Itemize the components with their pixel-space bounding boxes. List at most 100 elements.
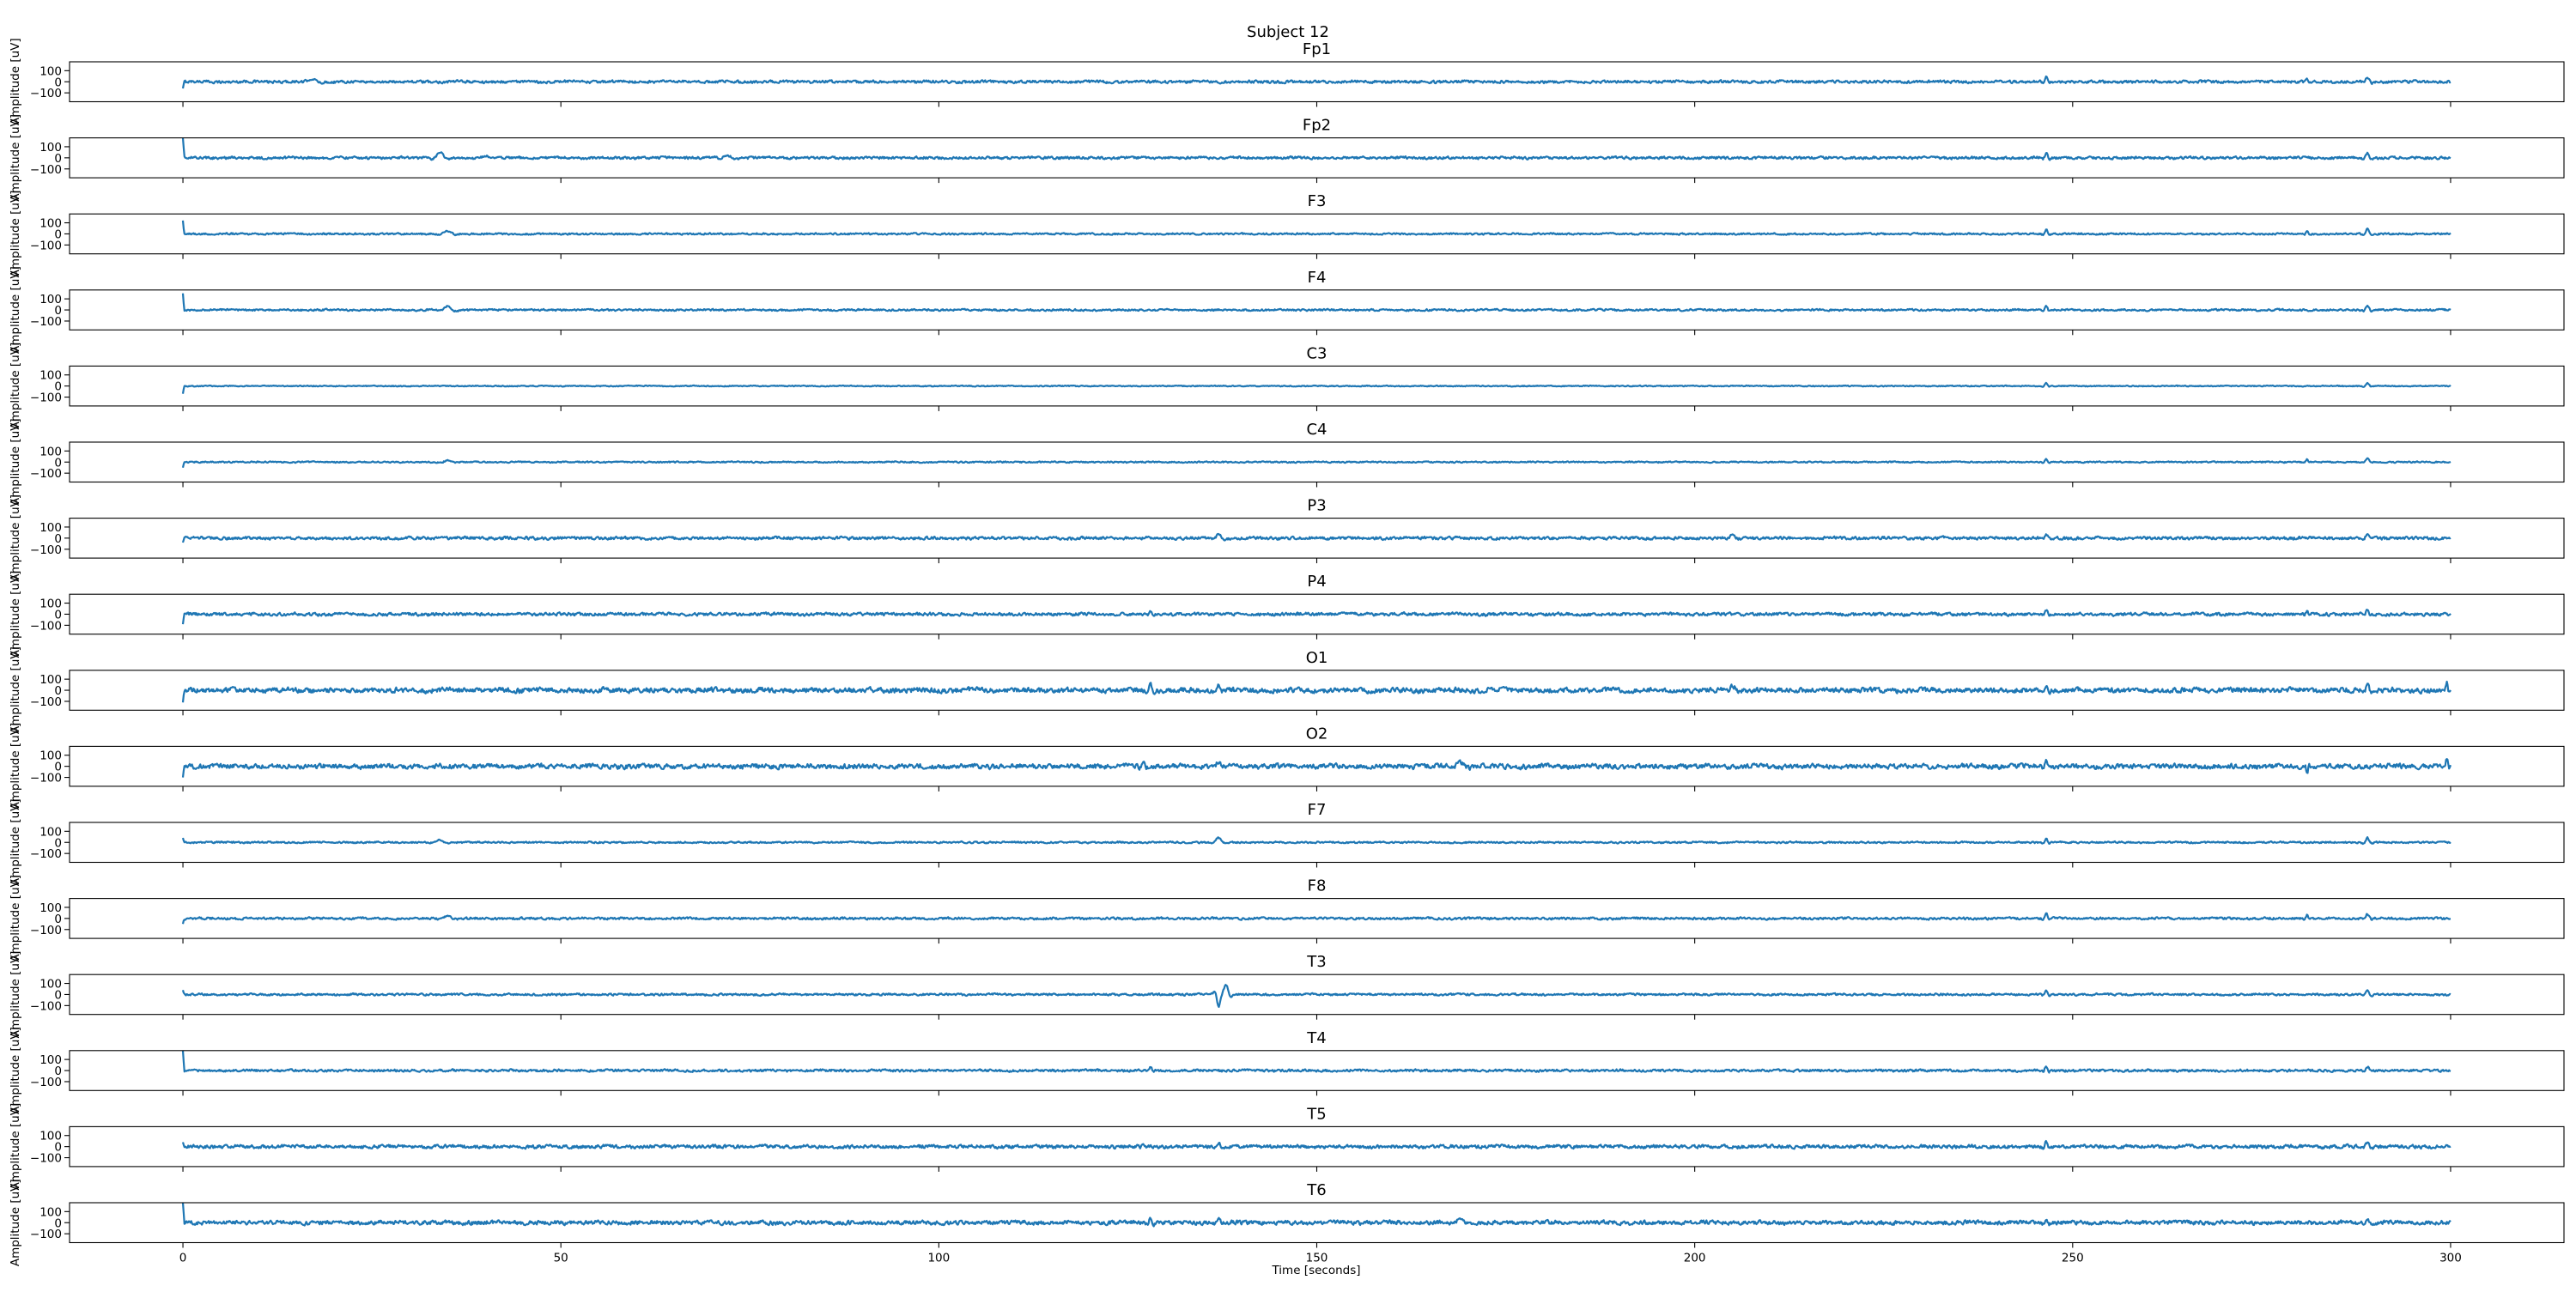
y-tick-label: −100	[30, 315, 62, 329]
y-tick-label: −100	[30, 1152, 62, 1166]
x-tick-label: 250	[2062, 1252, 2084, 1265]
eeg-trace-f8	[181, 912, 2451, 925]
panel-title-c3: C3	[1306, 344, 1327, 362]
x-tick-label: 0	[179, 1252, 187, 1265]
y-tick-label: 100	[39, 1205, 62, 1219]
y-tick-label: −100	[30, 87, 62, 100]
x-tick-label: 50	[554, 1252, 568, 1265]
y-tick-label: 0	[54, 1141, 62, 1155]
y-tick-label: 100	[39, 445, 62, 458]
y-tick-label: 0	[54, 152, 62, 166]
panel-frame-f3	[69, 213, 2565, 255]
x-tick-label: 150	[1306, 1252, 1328, 1265]
y-tick-label: −100	[30, 772, 62, 786]
panel-frame-c4	[69, 441, 2565, 483]
y-axis-label-p4: Amplitude [uV]	[9, 571, 22, 658]
panel-frame-o2	[69, 745, 2565, 787]
panel-title-p3: P3	[1307, 497, 1326, 515]
y-axis-label-f7: Amplitude [uV]	[9, 798, 22, 886]
panel-frame-p3	[69, 518, 2565, 559]
eeg-trace-f3	[181, 220, 2451, 237]
y-tick-label: 100	[39, 369, 62, 383]
y-tick-label: −100	[30, 999, 62, 1013]
y-tick-label: −100	[30, 619, 62, 633]
y-axis-label-t6: Amplitude [uV]	[9, 1179, 22, 1266]
y-tick-label: −100	[30, 543, 62, 557]
panel-title-t4: T4	[1306, 1029, 1326, 1047]
y-tick-label: 100	[39, 64, 62, 78]
eeg-trace-c3	[181, 381, 2451, 394]
y-tick-label: 100	[39, 1053, 62, 1067]
eeg-trace-p4	[181, 609, 2451, 625]
panel-frame-p4	[69, 593, 2565, 635]
eeg-trace-fp1	[181, 75, 2451, 89]
panel-frame-o1	[69, 670, 2565, 711]
x-axis-label: Time [seconds]	[1271, 1264, 1360, 1277]
y-axis-label-c4: Amplitude [uV]	[9, 418, 22, 506]
y-tick-label: 0	[54, 836, 62, 850]
y-tick-label: 0	[54, 76, 62, 89]
y-tick-label: 0	[54, 380, 62, 394]
panel-frame-f8	[69, 898, 2565, 939]
y-tick-label: −100	[30, 391, 62, 405]
panel-frame-t5	[69, 1125, 2565, 1168]
x-tick-label: 200	[1684, 1252, 1706, 1265]
eeg-trace-t4	[181, 1050, 2451, 1074]
panel-frame-fp1	[69, 61, 2565, 103]
y-tick-label: 100	[39, 1130, 62, 1143]
y-tick-label: 100	[39, 901, 62, 915]
eeg-trace-c4	[181, 457, 2451, 468]
y-tick-label: 100	[39, 749, 62, 763]
y-axis-label-f8: Amplitude [uV]	[9, 875, 22, 962]
y-tick-label: −100	[30, 467, 62, 481]
panel-title-f7: F7	[1308, 801, 1327, 819]
eeg-trace-t5	[181, 1139, 2451, 1150]
y-tick-label: −100	[30, 924, 62, 937]
panel-title-f4: F4	[1308, 269, 1327, 287]
eeg-trace-t6	[181, 1202, 2451, 1228]
panel-title-t6: T6	[1306, 1181, 1326, 1199]
panel-title-o1: O1	[1306, 649, 1328, 667]
y-axis-label-t3: Amplitude [uV]	[9, 951, 22, 1039]
eeg-trace-fp2	[181, 137, 2451, 161]
y-axis-label-c3: Amplitude [uV]	[9, 343, 22, 430]
y-tick-label: −100	[30, 1228, 62, 1241]
y-axis-label-t5: Amplitude [uV]	[9, 1103, 22, 1191]
y-tick-label: 0	[54, 1065, 62, 1078]
eeg-trace-o1	[181, 680, 2451, 703]
panel-frame-f4	[69, 289, 2565, 331]
eeg-trace-f7	[181, 836, 2451, 846]
figure-title: Subject 12	[1247, 23, 1329, 41]
eeg-trace-p3	[181, 532, 2451, 543]
y-axis-label-o1: Amplitude [uV]	[9, 646, 22, 734]
y-tick-label: 0	[54, 1216, 62, 1230]
panel-title-f8: F8	[1308, 877, 1327, 895]
panel-frame-t6	[69, 1202, 2565, 1244]
panel-title-c4: C4	[1306, 421, 1327, 439]
panel-frame-f7	[69, 822, 2565, 864]
y-tick-label: 0	[54, 684, 62, 698]
y-tick-label: −100	[30, 239, 62, 252]
y-axis-label-fp2: Amplitude [uV]	[9, 114, 22, 202]
y-tick-label: 0	[54, 761, 62, 774]
y-axis-label-o2: Amplitude [uV]	[9, 723, 22, 810]
y-axis-label-f4: Amplitude [uV]	[9, 266, 22, 354]
eeg-trace-t3	[181, 983, 2451, 1009]
panel-frame-t4	[69, 1050, 2565, 1091]
y-tick-label: −100	[30, 847, 62, 861]
